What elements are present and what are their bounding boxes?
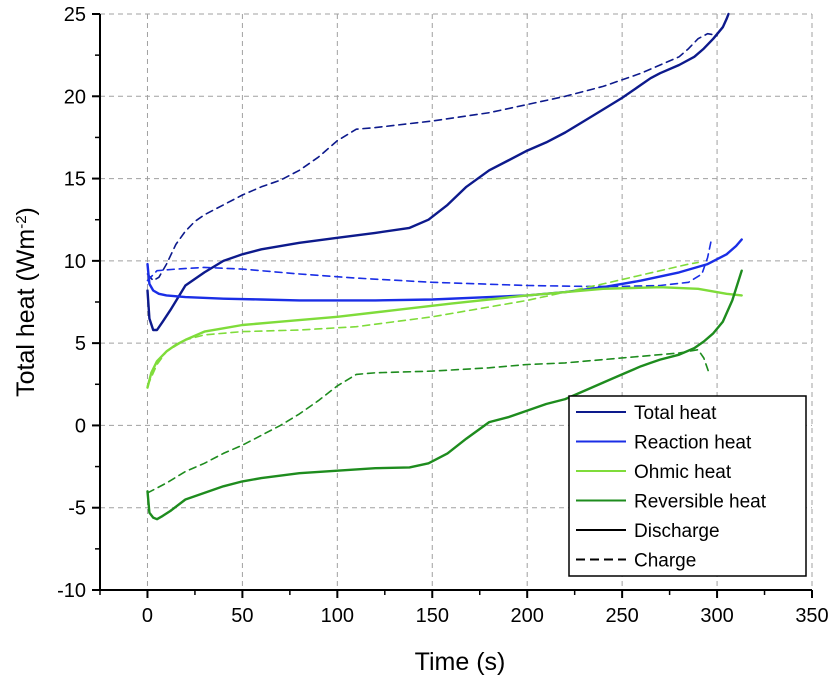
legend-box bbox=[568, 395, 807, 577]
legend-items: Total heat Reaction heat Ohmic heat Reversi… bbox=[576, 403, 767, 572]
y-axis-title: Total heat (Wm-2) bbox=[12, 207, 40, 397]
x-tick-label: 150 bbox=[416, 605, 449, 627]
x-tick-label: 300 bbox=[700, 605, 733, 627]
series-line-total-heat-charge bbox=[146, 32, 718, 282]
x-tick-label: 50 bbox=[231, 605, 253, 627]
y-tick-label: 25 bbox=[64, 4, 86, 26]
legend-label-discharge: Discharge bbox=[634, 521, 720, 542]
x-axis-title: Time (s) bbox=[415, 648, 506, 676]
x-tick-label: 250 bbox=[605, 605, 638, 627]
legend-label-ohmic-heat: Ohmic heat bbox=[634, 462, 732, 483]
y-tick-label: -10 bbox=[57, 580, 86, 602]
x-tick-label: 200 bbox=[511, 605, 544, 627]
x-tick-label: 350 bbox=[795, 605, 828, 627]
series-line-ohmic-heat-charge bbox=[146, 261, 699, 387]
series-line-reversible-heat-charge bbox=[146, 348, 711, 494]
series-layer bbox=[146, 12, 743, 521]
y-axis-title-main: Total heat (Wm bbox=[12, 229, 40, 397]
x-tick-label: 100 bbox=[321, 605, 354, 627]
tick-layer: 0 50 100 150 200 250 300 350 -10 -5 0 5 10 15 20 25 bbox=[57, 4, 829, 627]
legend-label-reversible-heat: Reversible heat bbox=[634, 492, 767, 513]
series-line-reaction-heat-discharge bbox=[146, 238, 743, 302]
series-line-reversible-heat-discharge bbox=[146, 269, 743, 521]
legend-label-charge: Charge bbox=[634, 551, 696, 572]
y-axis-title-sup: -2 bbox=[13, 215, 30, 228]
y-axis-title-close: ) bbox=[12, 207, 40, 215]
series-line-ohmic-heat-discharge bbox=[146, 286, 743, 389]
series-line-reaction-heat-charge bbox=[146, 238, 713, 288]
y-tick-label: 10 bbox=[64, 251, 86, 273]
y-tick-label: -5 bbox=[68, 498, 86, 520]
legend-label-total-heat: Total heat bbox=[634, 403, 717, 424]
x-tick-label: 0 bbox=[142, 605, 153, 627]
y-tick-label: 0 bbox=[75, 415, 86, 437]
series-line-total-heat-discharge bbox=[146, 12, 730, 332]
legend: Total heat Reaction heat Ohmic heat Reversi… bbox=[568, 395, 807, 577]
legend-label-reaction-heat: Reaction heat bbox=[634, 433, 752, 454]
y-tick-label: 5 bbox=[75, 333, 86, 355]
y-tick-label: 20 bbox=[64, 86, 86, 108]
y-tick-label: 15 bbox=[64, 169, 86, 191]
